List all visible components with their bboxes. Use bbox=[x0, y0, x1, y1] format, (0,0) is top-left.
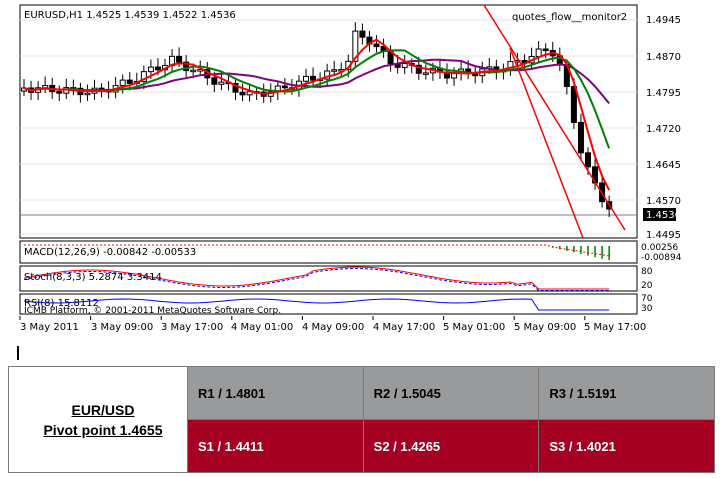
candle-body bbox=[401, 62, 408, 68]
candle-body bbox=[239, 91, 246, 96]
candle-body bbox=[324, 70, 331, 80]
r1-cell: R1 / 1.4801 bbox=[187, 366, 364, 420]
candle-body bbox=[331, 69, 338, 72]
candle-body bbox=[119, 79, 126, 87]
channel-lower-line bbox=[509, 47, 584, 239]
pivot-table: EUR/USD Pivot point 1.4655 R1 / 1.4801 R… bbox=[8, 366, 715, 473]
candle-body bbox=[585, 152, 591, 168]
copyright-text: ICMB Platform, © 2001-2011 MetaQuotes So… bbox=[24, 306, 281, 316]
s3-cell: S3 / 1.4021 bbox=[538, 419, 715, 473]
main-pane bbox=[19, 4, 638, 239]
candle-body bbox=[183, 61, 190, 72]
current-price-value: 1.4536 bbox=[646, 210, 681, 221]
candle-body bbox=[451, 72, 458, 79]
indicator-name: quotes_flow__monitor2 bbox=[512, 12, 627, 23]
r3-cell: R3 / 1.5191 bbox=[538, 366, 715, 420]
candle-body bbox=[570, 86, 577, 123]
candle-body bbox=[415, 64, 422, 74]
time-tick: 3 May 17:00 bbox=[161, 322, 223, 333]
time-tick: 4 May 01:00 bbox=[231, 322, 293, 333]
time-tick: 5 May 09:00 bbox=[514, 322, 576, 333]
candle-body bbox=[542, 48, 549, 52]
r2-cell: R2 / 1.5045 bbox=[362, 366, 540, 420]
candle-body bbox=[126, 79, 133, 84]
candle-body bbox=[577, 121, 584, 154]
price-tick: 1.4945 bbox=[646, 15, 681, 26]
candle-body bbox=[352, 30, 359, 62]
channel-upper-line bbox=[483, 4, 626, 231]
price-tick: 1.4645 bbox=[646, 160, 681, 171]
macd-pane bbox=[19, 240, 638, 264]
candle-body bbox=[422, 72, 429, 75]
price-tick: 1.4870 bbox=[646, 52, 681, 63]
time-tick: 3 May 09:00 bbox=[91, 322, 153, 333]
s1-cell: S1 / 1.4411 bbox=[187, 419, 364, 473]
stoch-scale-top: 80 bbox=[641, 267, 653, 277]
rsi-scale-top: 70 bbox=[641, 294, 653, 304]
candle-body bbox=[218, 81, 225, 85]
chart-header: EURUSD,H1 1.4525 1.4539 1.4522 1.4536 bbox=[24, 10, 236, 21]
time-tick: 3 May 2011 bbox=[20, 322, 79, 333]
stoch-signal-line bbox=[23, 267, 610, 291]
candle-body bbox=[232, 82, 239, 93]
pivot-label-cell: EUR/USD Pivot point 1.4655 bbox=[8, 366, 188, 473]
candle-body bbox=[84, 92, 91, 96]
price-chart-window[interactable]: EURUSD,H1 1.4525 1.4539 1.4522 1.4536 qu… bbox=[0, 0, 721, 338]
price-tick: 1.4495 bbox=[646, 230, 681, 241]
candle-body bbox=[246, 91, 253, 96]
candle-body bbox=[359, 30, 366, 38]
candle-body bbox=[303, 75, 309, 82]
stoch-label: Stoch(8,3,3) 5.2874 3.3414 bbox=[24, 272, 162, 283]
candle-body bbox=[176, 55, 183, 63]
candle-body bbox=[56, 91, 63, 94]
rsi-pane bbox=[19, 293, 638, 315]
pair-name: EUR/USD bbox=[71, 401, 135, 418]
macd-scale-bottom: -0.00894 bbox=[641, 253, 682, 263]
candle-body bbox=[190, 69, 197, 73]
price-tick: 1.4795 bbox=[646, 88, 681, 99]
time-tick: 4 May 17:00 bbox=[373, 322, 435, 333]
rsi-line bbox=[23, 298, 610, 311]
candle-body bbox=[535, 48, 542, 57]
ma-red-line bbox=[23, 38, 610, 191]
pivot-point: Pivot point 1.4655 bbox=[43, 421, 163, 438]
macd-scale-top: 0.00256 bbox=[641, 243, 678, 253]
price-tick: 1.4720 bbox=[646, 124, 681, 135]
rsi-label: RSI(8) 15.8112 bbox=[24, 298, 99, 309]
time-tick: 5 May 01:00 bbox=[443, 322, 505, 333]
text-cursor bbox=[17, 346, 19, 360]
macd-signal-line bbox=[24, 244, 610, 257]
macd-label: MACD(12,26,9) -0.00842 -0.00533 bbox=[24, 247, 196, 258]
time-tick: 5 May 17:00 bbox=[584, 322, 646, 333]
candle-body bbox=[373, 43, 380, 48]
s2-cell: S2 / 1.4265 bbox=[362, 419, 540, 473]
candle-body bbox=[140, 71, 147, 83]
candle-body bbox=[310, 75, 317, 81]
current-price-tag bbox=[643, 208, 676, 221]
stoch-main-line bbox=[23, 266, 610, 290]
chart-canvas[interactable]: EURUSD,H1 1.4525 1.4539 1.4522 1.4536 qu… bbox=[0, 0, 721, 338]
candle-body bbox=[154, 66, 161, 71]
stoch-scale-bottom: 20 bbox=[641, 281, 653, 291]
candle-body bbox=[147, 66, 154, 73]
price-tick: 1.4570 bbox=[646, 196, 681, 207]
candle-body bbox=[211, 77, 218, 85]
rsi-scale-bottom: 30 bbox=[641, 304, 653, 314]
time-tick: 4 May 09:00 bbox=[302, 322, 364, 333]
ma-green-line bbox=[23, 49, 611, 149]
candle-body bbox=[281, 85, 288, 89]
